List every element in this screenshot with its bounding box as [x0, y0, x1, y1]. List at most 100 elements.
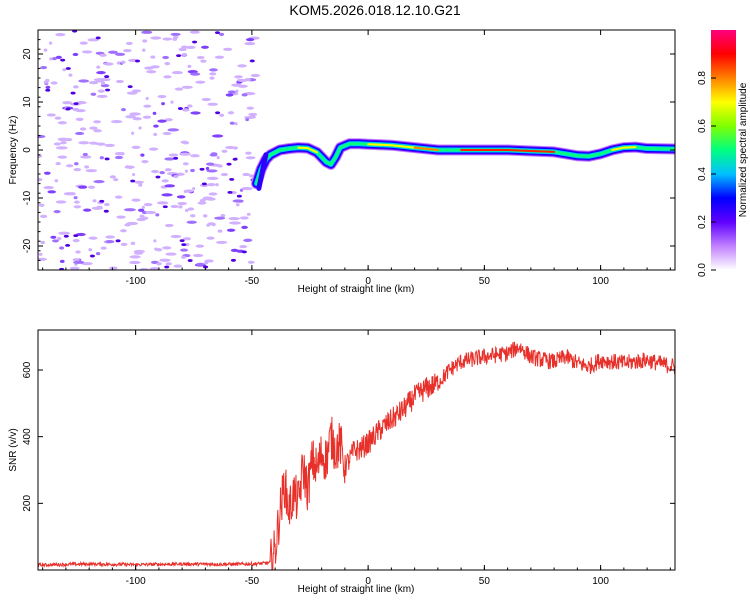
noise-blob [62, 68, 67, 72]
noise-blob [214, 55, 225, 59]
noise-blob [227, 111, 235, 115]
noise-blob [200, 59, 207, 63]
noise-blob [51, 56, 58, 61]
noise-blob [74, 200, 80, 204]
noise-blob [170, 100, 174, 104]
noise-blob [151, 169, 160, 174]
noise-blob [223, 47, 233, 51]
noise-blob [53, 142, 61, 146]
noise-blob [58, 231, 71, 235]
noise-blob [88, 81, 99, 85]
noise-blob [241, 93, 248, 97]
noise-blob [142, 48, 146, 52]
noise-blob [229, 221, 241, 225]
noise-blob [203, 214, 208, 218]
noise-blob [75, 232, 86, 237]
noise-blob [164, 223, 174, 228]
snr-frame [37, 329, 676, 571]
noise-blob [107, 50, 118, 54]
noise-blob-core [45, 88, 51, 92]
noise-blob-core [135, 59, 141, 63]
noise-blob [100, 246, 107, 250]
noise-blob-core [73, 234, 79, 238]
noise-blob [43, 186, 54, 190]
noise-blob [72, 239, 80, 243]
noise-blob-core [95, 36, 101, 40]
noise-blob [88, 248, 93, 252]
noise-blob [234, 75, 243, 79]
noise-blob [144, 66, 154, 70]
x-tick-label: 0 [365, 576, 371, 587]
noise-blob [226, 228, 236, 232]
noise-blob [100, 81, 106, 86]
noise-blob [75, 131, 85, 136]
noise-blob [161, 193, 173, 197]
noise-blob [181, 52, 188, 57]
noise-blob [93, 180, 105, 184]
noise-blob [179, 152, 191, 156]
noise-blob [54, 116, 62, 120]
noise-blob [206, 169, 218, 173]
noise-blob [162, 55, 169, 60]
noise-blob [159, 171, 165, 175]
noise-blob [215, 183, 219, 187]
x-tick-label: 100 [592, 276, 609, 287]
noise-blob [79, 127, 87, 131]
noise-blob [69, 266, 80, 270]
noise-blob [182, 141, 190, 145]
snr-x-label: Height of straight line (km) [298, 584, 415, 595]
spectrogram-x-label: Height of straight line (km) [298, 284, 415, 295]
noise-blob [190, 154, 200, 158]
noise-blob [50, 235, 57, 239]
noise-blob [246, 106, 254, 110]
noise-blob [132, 117, 142, 121]
noise-blob [44, 171, 51, 175]
noise-blob-core [177, 107, 183, 110]
noise-blob-core [181, 243, 187, 247]
spectrogram-x-ticks: -100 -50 0 50 100 [42, 30, 671, 287]
noise-blob [84, 165, 90, 169]
noise-blob-core [115, 239, 121, 243]
noise-blob [142, 115, 152, 119]
noise-blob [215, 240, 228, 245]
noise-blob [73, 260, 85, 264]
noise-blob [49, 57, 53, 61]
noise-blob [110, 119, 123, 124]
noise-blob [129, 112, 141, 116]
noise-blob [55, 162, 61, 166]
noise-blob-core [130, 179, 136, 183]
noise-blob [125, 165, 129, 169]
noise-blob [148, 147, 159, 151]
noise-blob [172, 37, 178, 41]
noise-blob [182, 108, 190, 112]
noise-blob [192, 253, 204, 258]
noise-blob [81, 50, 93, 54]
noise-blob [96, 71, 106, 75]
noise-blob [129, 260, 141, 265]
noise-blob [53, 210, 61, 214]
noise-blob [141, 30, 153, 34]
noise-blob [149, 267, 160, 270]
noise-blob [74, 162, 79, 166]
noise-blob [235, 89, 239, 93]
noise-blob [120, 242, 128, 246]
noise-blob [39, 214, 48, 218]
noise-blob [114, 52, 126, 56]
noise-blob [239, 244, 248, 249]
noise-blob [171, 70, 184, 75]
x-tick-label: 50 [479, 576, 491, 587]
noise-blob [152, 111, 157, 115]
noise-blob [48, 41, 53, 45]
noise-blob [245, 151, 252, 155]
noise-blob [205, 166, 210, 171]
noise-blob [109, 266, 118, 270]
noise-blob-core [215, 111, 221, 115]
noise-blob [207, 183, 217, 187]
colorbar-fill [711, 30, 736, 270]
noise-blob [131, 198, 141, 202]
noise-blob [75, 109, 86, 113]
noise-blob [182, 162, 189, 166]
noise-blob-core [127, 85, 133, 89]
noise-blob [245, 118, 249, 122]
noise-blob [161, 179, 169, 183]
